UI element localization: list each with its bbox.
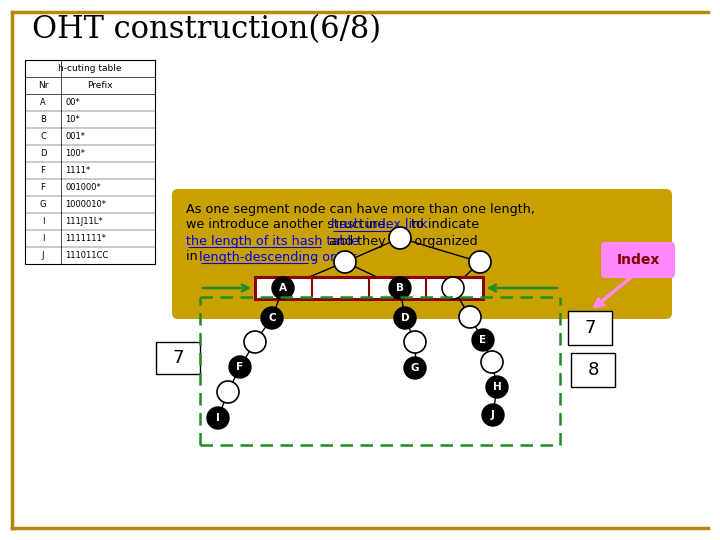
Circle shape <box>442 277 464 299</box>
Text: B: B <box>40 115 46 124</box>
Text: B: B <box>396 283 404 293</box>
Text: h-cuting table: h-cuting table <box>58 64 122 73</box>
Text: 7: 7 <box>584 319 595 337</box>
FancyBboxPatch shape <box>172 189 672 319</box>
Circle shape <box>404 331 426 353</box>
Circle shape <box>244 331 266 353</box>
Text: 7: 7 <box>172 349 184 367</box>
Text: A: A <box>279 283 287 293</box>
Text: 1000010*: 1000010* <box>65 200 106 209</box>
Circle shape <box>217 381 239 403</box>
Text: 8: 8 <box>588 361 599 379</box>
Bar <box>25 60 155 264</box>
Text: in: in <box>186 251 202 264</box>
Text: Prefix: Prefix <box>87 81 113 90</box>
Text: 1111111*: 1111111* <box>65 234 106 243</box>
Text: D: D <box>40 149 46 158</box>
Text: D: D <box>401 313 409 323</box>
Text: C: C <box>40 132 46 141</box>
Circle shape <box>459 306 481 328</box>
Text: 00*: 00* <box>65 98 80 107</box>
Circle shape <box>472 329 494 351</box>
Circle shape <box>394 307 416 329</box>
Text: 1111*: 1111* <box>65 166 90 175</box>
Text: G: G <box>40 200 46 209</box>
Circle shape <box>229 356 251 378</box>
Text: I: I <box>216 413 220 423</box>
Circle shape <box>272 277 294 299</box>
Bar <box>571 353 615 387</box>
Circle shape <box>261 307 283 329</box>
Text: C: C <box>268 313 276 323</box>
Circle shape <box>389 277 411 299</box>
Bar <box>568 311 612 345</box>
Text: the length of its hash table: the length of its hash table <box>186 234 359 247</box>
Text: hash index link: hash index link <box>331 219 428 232</box>
Text: F: F <box>236 362 243 372</box>
Text: F: F <box>40 183 45 192</box>
Text: Nr: Nr <box>37 81 48 90</box>
Text: 10*: 10* <box>65 115 80 124</box>
Text: OHT construction(6/8): OHT construction(6/8) <box>32 15 381 45</box>
Circle shape <box>207 407 229 429</box>
Bar <box>255 277 483 299</box>
Circle shape <box>404 357 426 379</box>
Text: 111011CC: 111011CC <box>65 251 108 260</box>
Text: I: I <box>42 217 44 226</box>
Text: we introduce another structure:: we introduce another structure: <box>186 219 394 232</box>
Text: .: . <box>312 251 316 264</box>
Circle shape <box>481 351 503 373</box>
Text: As one segment node can have more than one length,: As one segment node can have more than o… <box>186 202 535 215</box>
Text: and they are organized: and they are organized <box>325 234 477 247</box>
Bar <box>156 342 200 374</box>
Text: to indicate: to indicate <box>407 219 479 232</box>
Text: F: F <box>40 166 45 175</box>
Text: 001000*: 001000* <box>65 183 101 192</box>
Text: 111J11L*: 111J11L* <box>65 217 103 226</box>
Circle shape <box>486 376 508 398</box>
Text: A: A <box>40 98 46 107</box>
Text: J: J <box>491 410 495 420</box>
Text: 100*: 100* <box>65 149 85 158</box>
Text: J: J <box>42 251 44 260</box>
Text: Index: Index <box>616 253 660 267</box>
Circle shape <box>482 404 504 426</box>
Text: E: E <box>480 335 487 345</box>
Text: I: I <box>42 234 44 243</box>
Text: G: G <box>410 363 419 373</box>
Circle shape <box>389 227 411 249</box>
Circle shape <box>334 251 356 273</box>
Text: H: H <box>492 382 501 392</box>
Circle shape <box>469 251 491 273</box>
Text: length-descending order: length-descending order <box>199 251 356 264</box>
FancyBboxPatch shape <box>601 242 675 278</box>
Text: 001*: 001* <box>65 132 85 141</box>
